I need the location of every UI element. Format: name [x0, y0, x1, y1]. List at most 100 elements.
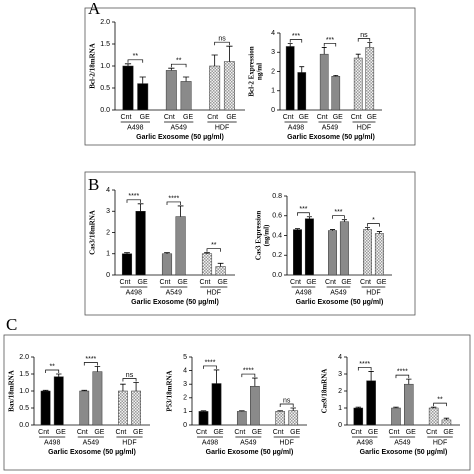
x-tick-label: GE [406, 429, 416, 436]
x-tick-label: GE [443, 429, 453, 436]
error-bar [393, 406, 399, 408]
significance-bracket [357, 367, 372, 371]
x-tick-label: GE [367, 114, 377, 121]
group-label: A498 [127, 124, 143, 131]
error-bar [120, 383, 126, 391]
x-tick-label: GE [178, 279, 188, 286]
significance-bracket [45, 369, 60, 373]
group-label: A549 [330, 289, 346, 296]
panel-letter: C [6, 315, 17, 334]
error-bar [443, 417, 450, 420]
y-tick-label: 0 [271, 107, 275, 114]
x-tick-label: GE [56, 429, 66, 436]
y-tick-label: 3 [106, 208, 110, 215]
y-tick-label: 1.5 [100, 41, 110, 48]
group-label: A498 [126, 289, 142, 296]
bar [40, 390, 51, 426]
x-tick-label: Cnt [207, 114, 218, 121]
group-label: A498 [44, 439, 60, 446]
x-tick-label: GE [138, 279, 148, 286]
bar [137, 83, 149, 111]
x-tick-label: Cnt [160, 279, 171, 286]
y-tick-label: 0.0 [19, 422, 29, 429]
error-bar [200, 410, 207, 412]
y-tick-label: 4 [338, 354, 342, 361]
y-axis-label: Cas3/18mRNA [89, 210, 97, 255]
y-tick-label: 3 [271, 49, 275, 56]
error-bar [406, 378, 412, 385]
error-bar [239, 410, 245, 412]
significance-label: ** [133, 53, 139, 60]
y-tick-label: 0.4 [272, 232, 282, 239]
group-label: HDF [433, 439, 447, 446]
bar [211, 383, 222, 426]
y-tick-label: 0.8 [272, 193, 282, 200]
x-tick-label: GE [94, 429, 104, 436]
bar [135, 211, 146, 276]
x-axis-label: Garlic Exosome (50 µg/ml) [360, 449, 448, 456]
error-bar [355, 53, 361, 59]
significance-label: ns [126, 372, 134, 379]
bar [293, 229, 302, 276]
bar [363, 229, 372, 276]
bar [198, 411, 209, 426]
panel-letter: B [88, 175, 99, 194]
bar [275, 411, 286, 426]
significance-label: **** [243, 367, 254, 374]
y-tick-label: 0.5 [19, 405, 29, 412]
error-bar [211, 54, 218, 66]
bar [365, 47, 375, 111]
y-tick-label: 3 [183, 381, 187, 388]
x-tick-label: Cnt [283, 114, 294, 121]
error-bar [226, 45, 233, 62]
group-label: HDF [215, 124, 229, 131]
group-label: A549 [240, 439, 256, 446]
x-tick-label: Cnt [77, 429, 88, 436]
group-label: HDF [279, 439, 293, 446]
significance-bracket [357, 38, 371, 42]
error-bar [299, 66, 305, 73]
y-axis-label: Bcl-2 Expression [248, 46, 256, 96]
bar [209, 65, 221, 111]
y-tick-label: 0.2 [272, 252, 282, 259]
group-label: A549 [171, 124, 187, 131]
significance-bracket [395, 374, 410, 379]
bar [223, 61, 235, 111]
error-bar [329, 229, 336, 231]
error-bar [124, 63, 132, 66]
y-tick-label: 2 [271, 68, 275, 75]
significance-bracket [166, 201, 181, 205]
x-tick-label: Cnt [121, 114, 132, 121]
x-tick-label: GE [376, 279, 386, 286]
bar [131, 390, 141, 426]
y-tick-label: 1.0 [19, 388, 29, 395]
error-bar [252, 377, 258, 387]
significance-bracket [433, 402, 447, 407]
significance-label: *** [292, 33, 300, 40]
error-bar [376, 231, 382, 234]
significance-label: **** [359, 361, 370, 368]
group-label: A498 [202, 439, 218, 446]
bar [215, 266, 226, 276]
bar [297, 72, 307, 111]
x-tick-label: GE [140, 114, 150, 121]
x-tick-label: GE [306, 279, 316, 286]
y-tick-label: 1 [106, 251, 110, 258]
bar [328, 230, 337, 276]
group-label: A498 [295, 289, 311, 296]
x-tick-label: GE [226, 114, 236, 121]
x-tick-label: Cnt [325, 279, 336, 286]
bar [391, 407, 401, 426]
bar [339, 221, 349, 276]
bar [304, 218, 314, 276]
bar [404, 383, 414, 426]
y-axis-label: Bax/18mRNA [8, 370, 16, 412]
group-label: HDF [357, 124, 371, 131]
bar [250, 385, 260, 426]
significance-label: *** [326, 37, 334, 44]
bar [92, 371, 103, 426]
x-tick-label: Cnt [196, 429, 207, 436]
x-tick-label: Cnt [317, 114, 328, 121]
error-bar [133, 382, 139, 391]
x-tick-label: Cnt [120, 279, 131, 286]
